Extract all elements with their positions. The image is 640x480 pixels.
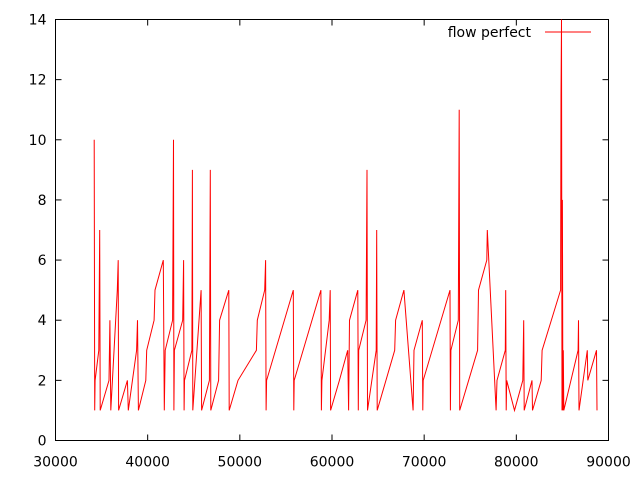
series-line (93, 19, 598, 413)
y-tick-label: 14 (29, 13, 47, 29)
y-tick-label: 6 (38, 253, 47, 269)
y-tick-label: 2 (38, 373, 47, 389)
x-tick-label: 80000 (494, 455, 539, 471)
series-layer (93, 19, 598, 413)
y-tick-label: 10 (29, 133, 47, 149)
x-tick-label: 70000 (402, 455, 447, 471)
y-tick-label: 4 (38, 313, 47, 329)
y-tick-label: 0 (38, 434, 47, 450)
y-tick-label: 12 (29, 73, 47, 89)
x-tick-label: 50000 (218, 455, 263, 471)
x-tick-label: 90000 (586, 455, 631, 471)
x-tick-label: 40000 (125, 455, 170, 471)
x-tick-label: 30000 (33, 455, 78, 471)
x-axis: 30000 40000 50000 60000 70000 80000 90000 (33, 19, 631, 471)
y-axis: 0 2 4 6 8 10 12 14 (29, 13, 609, 450)
y-tick-label: 8 (38, 193, 47, 209)
x-tick-label: 60000 (310, 455, 355, 471)
legend: flow perfect (448, 25, 591, 41)
legend-label: flow perfect (448, 25, 532, 41)
